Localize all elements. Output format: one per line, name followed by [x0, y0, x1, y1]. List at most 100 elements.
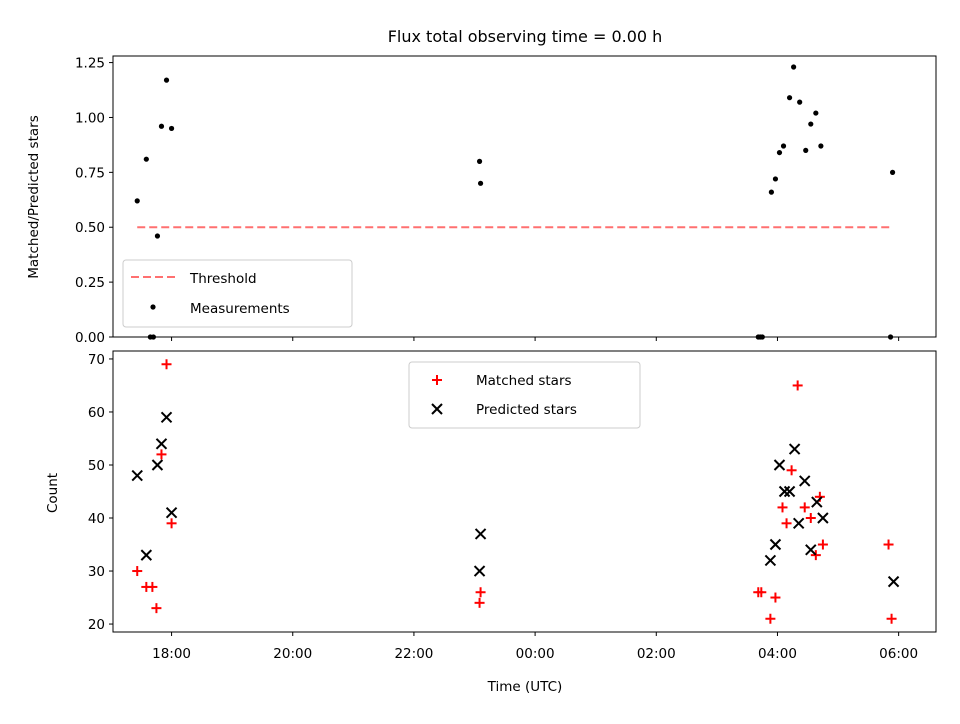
matched-star-point [770, 592, 781, 603]
measurement-point [786, 95, 793, 101]
matched-star-point [475, 587, 486, 598]
matched-star-point [147, 581, 158, 592]
bottom-legend: Matched stars Predicted stars [408, 361, 641, 429]
measurement-point [818, 143, 824, 149]
x-stroke-b [131, 469, 143, 482]
matched-star-point [132, 566, 143, 577]
measurement-point [768, 189, 775, 195]
x-stroke-b [887, 575, 900, 588]
y-tick-label: 20 [88, 617, 105, 633]
x-stroke-b [811, 496, 823, 508]
predicted-star-point [473, 565, 486, 577]
matched-star-point [781, 518, 792, 529]
matched-star-point [883, 539, 894, 550]
y-tick-label: 1.25 [75, 56, 105, 72]
predicted-star-point [792, 517, 805, 530]
top-marks [134, 64, 896, 340]
measurement-point [776, 149, 783, 156]
matched-star-point [777, 502, 788, 513]
x-tick-label: 02:00 [637, 646, 676, 662]
predicted-star-point [773, 459, 786, 471]
measurement-point [143, 156, 149, 162]
predicted-star-point [783, 485, 796, 498]
x-stroke-b [155, 438, 168, 450]
predicted-star-point [131, 469, 143, 482]
x-tick-label: 04:00 [758, 646, 797, 662]
x-stroke-b [165, 507, 178, 519]
measurement-point [476, 158, 483, 164]
matched-star-point [886, 613, 897, 624]
x-tick-label: 06:00 [879, 646, 918, 662]
legend-predicted-swatch [431, 403, 443, 415]
measurement-point [808, 121, 814, 127]
measurement-point [163, 77, 170, 83]
bottom-legend-box [408, 361, 641, 429]
measurement-point [168, 125, 175, 132]
legend-matched-swatch [432, 375, 442, 385]
x-stroke-b [140, 549, 153, 561]
predicted-star-point [151, 459, 164, 471]
matched-star-point [156, 449, 167, 460]
measurement-point [158, 123, 165, 129]
x-tick-label: 22:00 [394, 646, 433, 662]
x-stroke-b [783, 485, 796, 498]
measurement-point [889, 169, 896, 175]
x-stroke-b [764, 554, 777, 567]
matched-star-point [161, 359, 172, 370]
x-stroke-b [769, 538, 782, 551]
x-stroke-b [474, 528, 487, 540]
legend-threshold-label: Threshold [189, 271, 257, 287]
x-stroke-b [792, 517, 805, 530]
x-stroke-b [817, 512, 829, 524]
top-legend-box [122, 259, 353, 328]
top-plot: Matched/Predicted stars 0.00 0.25 0.50 0.75… [26, 55, 937, 346]
predicted-star-point [805, 544, 817, 556]
x-stroke-b [160, 411, 173, 423]
measurement-point [797, 99, 803, 105]
predicted-star-point [155, 438, 168, 450]
bottom-plot: Count 20 30 40 50 60 70 18:00 20:00 22:00 00:00 0… [45, 350, 937, 662]
y-tick-label: 60 [88, 405, 105, 421]
bottom-xticks: 18:00 20:00 22:00 00:00 02:00 04:00 06:00 [152, 632, 918, 662]
measurement-point [154, 233, 161, 239]
x-stroke-b [151, 459, 164, 471]
measurement-point [134, 198, 140, 204]
x-stroke-b [778, 485, 791, 498]
top-yticks: 0.00 0.25 0.50 0.75 1.00 1.25 [75, 56, 113, 346]
bottom-axes-frame [112, 350, 937, 633]
predicted-star-point [788, 443, 801, 455]
bottom-marks [131, 359, 900, 624]
x-stroke-b [788, 443, 801, 455]
y-tick-label: 30 [88, 564, 105, 580]
top-legend: Threshold Measurements [122, 259, 353, 328]
bottom-ylabel: Count [45, 473, 61, 513]
y-tick-label: 40 [88, 511, 105, 527]
measurement-point [477, 180, 484, 186]
predicted-star-point [817, 512, 829, 524]
matched-star-point [792, 380, 803, 391]
legend-measurements-swatch [150, 304, 156, 310]
matched-star-point [166, 518, 177, 529]
predicted-star-point [769, 538, 782, 551]
predicted-star-point [811, 496, 823, 508]
x-tick-label: 18:00 [152, 646, 191, 662]
y-tick-label: 1.00 [75, 110, 105, 126]
matched-star-point [474, 597, 485, 608]
legend-measurements-label: Measurements [190, 301, 290, 317]
measurement-point [772, 176, 779, 182]
matched-star-point [817, 539, 828, 550]
x-tick-label: 20:00 [273, 646, 312, 662]
measurement-point [780, 143, 787, 149]
top-ylabel: Matched/Predicted stars [26, 115, 42, 278]
legend-predicted-label: Predicted stars [476, 402, 577, 418]
x-stroke-b [799, 475, 811, 487]
top-xticks [171, 337, 900, 341]
predicted-star-point [140, 549, 153, 561]
predicted-star-point [474, 528, 487, 540]
matched-star-point [810, 550, 821, 561]
top-axes-frame [112, 55, 937, 338]
x-axis-label: Time (UTC) [487, 679, 563, 695]
predicted-star-point [764, 554, 777, 567]
matched-star-point [786, 465, 797, 476]
